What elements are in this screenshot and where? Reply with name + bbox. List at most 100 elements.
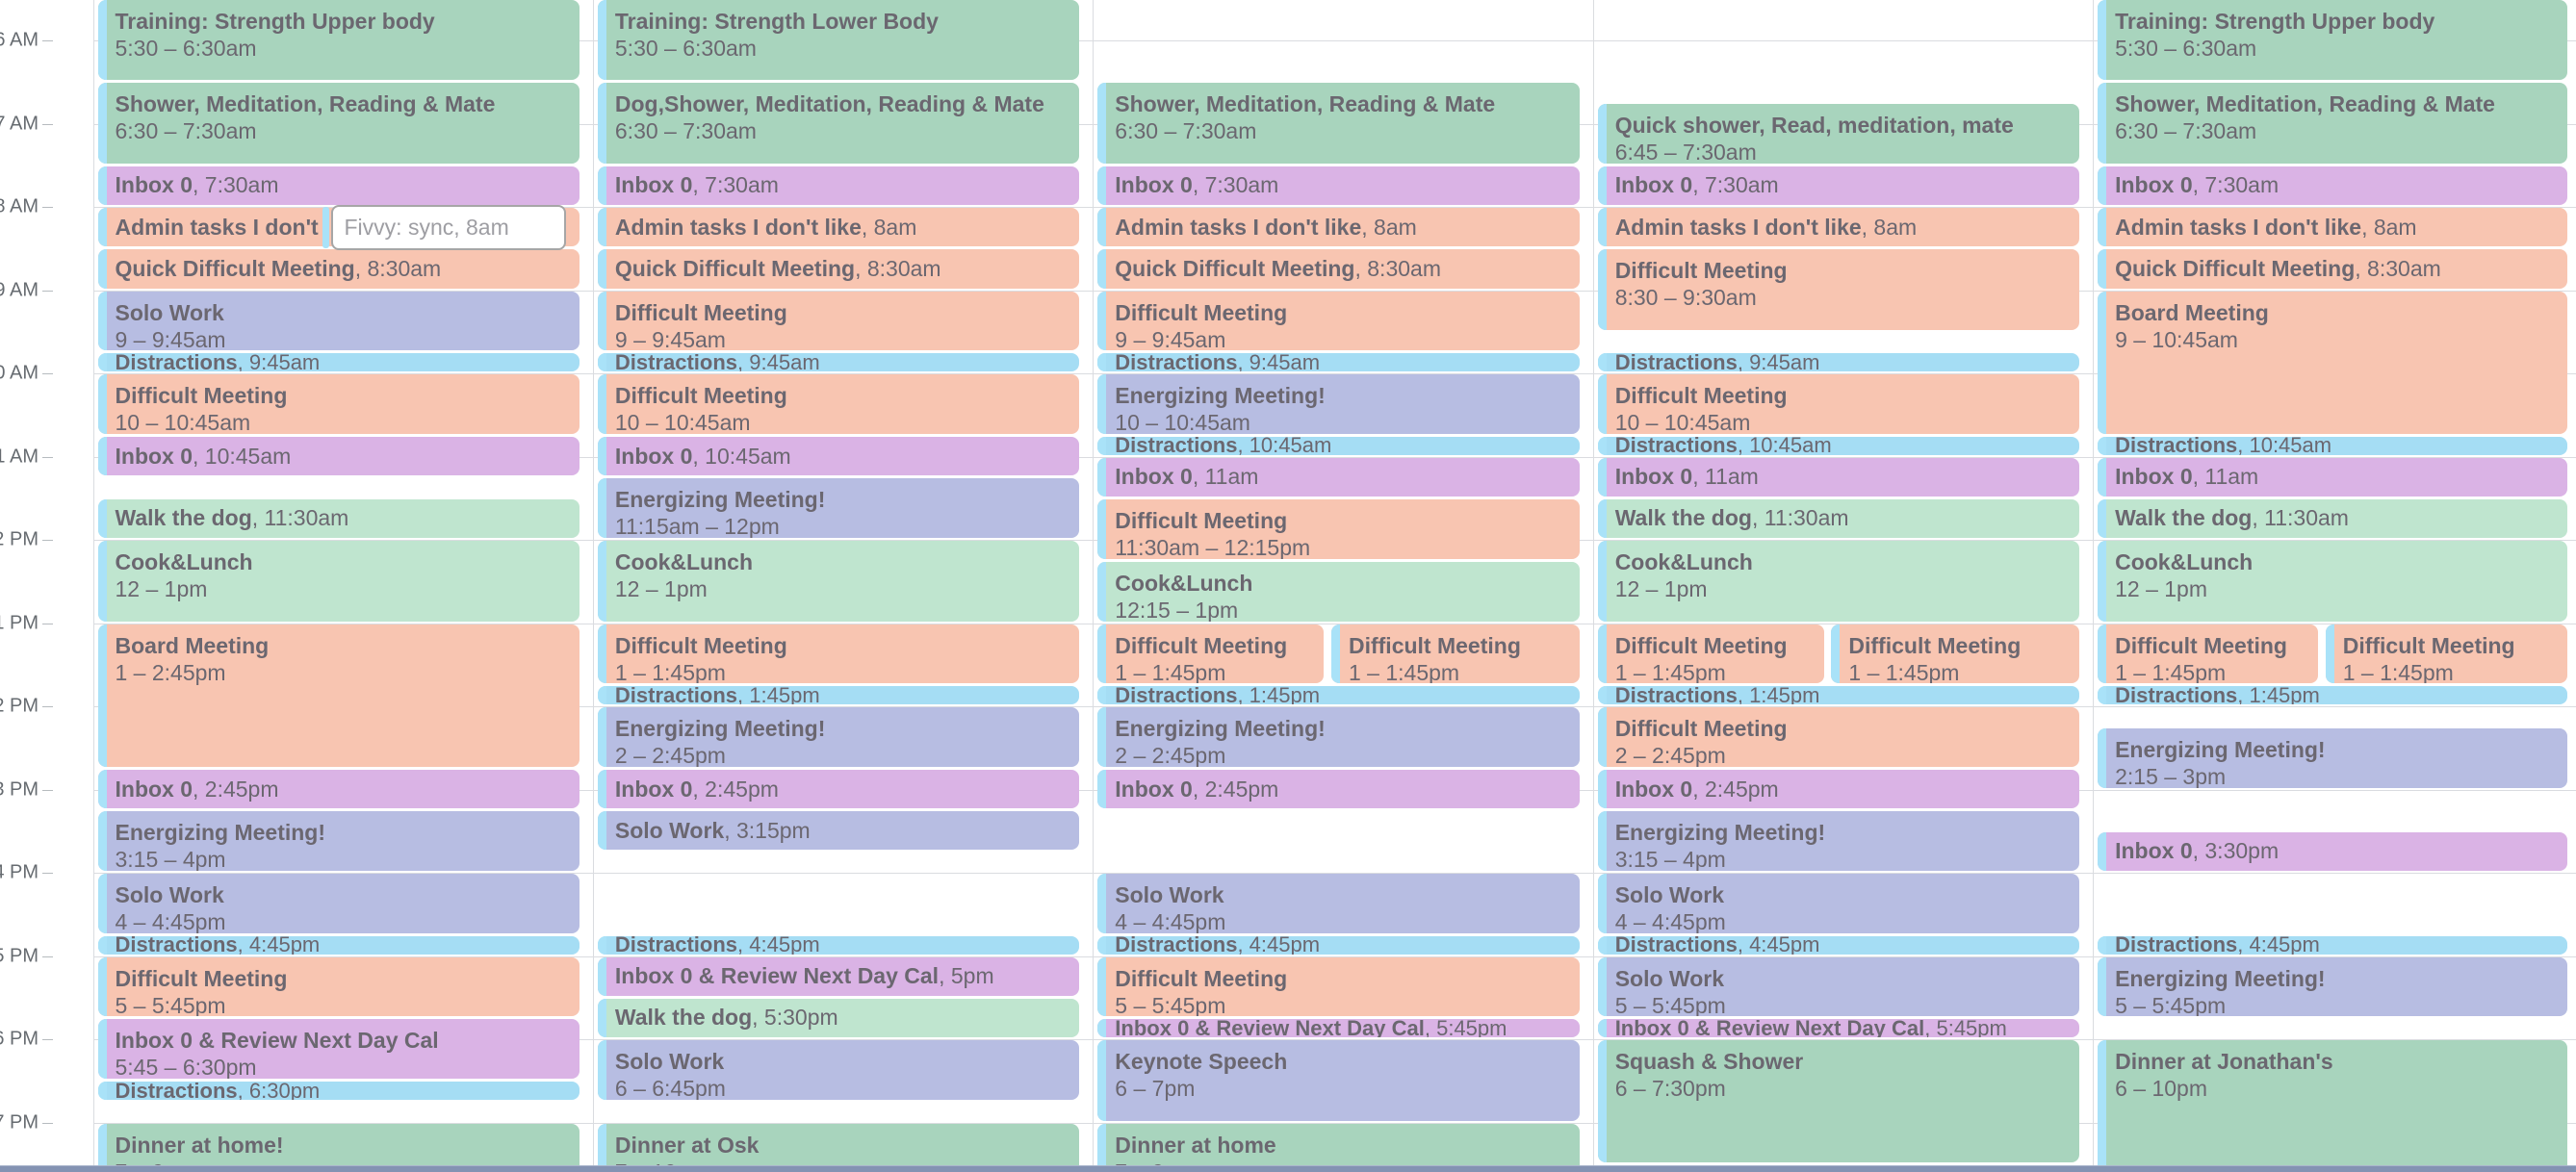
event-chip[interactable]: Dog,Shower, Meditation, Reading & Mate 6:…: [597, 83, 1080, 164]
event-chip[interactable]: Training: Strength Upper body 5:30 – 6:30…: [97, 0, 580, 81]
event-chip[interactable]: Difficult Meeting 8:30 – 9:30am: [1597, 249, 2080, 330]
event-chip[interactable]: Dinner at Jonathan's 6 – 10pm: [2098, 1040, 2567, 1172]
event-chip[interactable]: Solo Work 4 – 4:45pm: [1097, 874, 1580, 933]
event-chip[interactable]: Difficult Meeting 2 – 2:45pm: [1597, 707, 2080, 767]
event-chip[interactable]: Inbox 0, 10:45am: [597, 436, 1080, 476]
event-chip[interactable]: Quick Difficult Meeting, 8:30am: [1097, 249, 1580, 289]
event-chip[interactable]: Cook&Lunch 12 – 1pm: [1597, 541, 2080, 622]
event-chip[interactable]: Distractions, 9:45am: [1097, 353, 1580, 371]
event-chip[interactable]: Difficult Meeting 10 – 10:45am: [597, 374, 1080, 434]
event-chip[interactable]: Distractions, 1:45pm: [2098, 686, 2567, 704]
event-chip[interactable]: Walk the dog, 5:30pm: [597, 998, 1080, 1037]
fivvy-sync-input[interactable]: [330, 205, 566, 251]
event-chip[interactable]: Distractions, 6:30pm: [97, 1082, 580, 1100]
event-chip[interactable]: Inbox 0, 7:30am: [2098, 166, 2567, 205]
event-chip[interactable]: Board Meeting 1 – 2:45pm: [97, 624, 580, 767]
event-chip[interactable]: Difficult Meeting 1 – 1:45pm: [1597, 624, 1824, 684]
event-chip[interactable]: Energizing Meeting! 2:15 – 3pm: [2098, 727, 2567, 788]
event-chip[interactable]: Cook&Lunch 12 – 1pm: [2098, 541, 2567, 622]
event-chip[interactable]: Distractions, 10:45am: [1097, 436, 1580, 455]
event-chip[interactable]: Difficult Meeting 1 – 1:45pm: [1831, 624, 2080, 684]
event-chip[interactable]: Inbox 0, 2:45pm: [597, 769, 1080, 809]
event-chip[interactable]: Shower, Meditation, Reading & Mate 6:30 –…: [97, 83, 580, 164]
event-chip[interactable]: Distractions, 1:45pm: [597, 686, 1080, 704]
event-chip[interactable]: Admin tasks I don't like, 8am: [597, 208, 1080, 247]
event-chip[interactable]: Difficult Meeting 11:30am – 12:15pm: [1097, 498, 1580, 559]
event-chip[interactable]: Quick Difficult Meeting, 8:30am: [2098, 249, 2567, 289]
event-chip[interactable]: Difficult Meeting 5 – 5:45pm: [1097, 956, 1580, 1017]
event-chip[interactable]: Difficult Meeting 1 – 1:45pm: [2098, 624, 2319, 684]
event-chip[interactable]: Distractions, 9:45am: [597, 353, 1080, 371]
event-chip[interactable]: Inbox 0, 7:30am: [597, 166, 1080, 205]
event-chip[interactable]: Inbox 0, 7:30am: [97, 166, 580, 205]
event-chip[interactable]: Admin tasks I don't like, 8am: [1597, 208, 2080, 247]
event-chip[interactable]: Solo Work 5 – 5:45pm: [1597, 956, 2080, 1017]
event-chip[interactable]: Cook&Lunch 12:15 – 1pm: [1097, 561, 1580, 622]
event-chip[interactable]: Energizing Meeting! 3:15 – 4pm: [97, 811, 580, 871]
event-chip[interactable]: Difficult Meeting 10 – 10:45am: [97, 374, 580, 434]
event-chip[interactable]: Energizing Meeting! 10 – 10:45am: [1097, 374, 1580, 434]
event-chip[interactable]: Distractions, 9:45am: [97, 353, 580, 371]
event-chip[interactable]: Difficult Meeting 1 – 1:45pm: [1330, 624, 1580, 684]
event-chip[interactable]: Solo Work 4 – 4:45pm: [97, 874, 580, 933]
event-chip[interactable]: Solo Work 6 – 6:45pm: [597, 1040, 1080, 1100]
event-chip[interactable]: Admin tasks I don't like, 8am: [1097, 208, 1580, 247]
event-chip[interactable]: Inbox 0 & Review Next Day Cal, 5pm: [597, 956, 1080, 996]
event-chip[interactable]: Distractions, 10:45am: [2098, 436, 2567, 455]
event-chip[interactable]: Inbox 0, 2:45pm: [97, 769, 580, 809]
event-chip[interactable]: Energizing Meeting! 2 – 2:45pm: [1097, 707, 1580, 767]
event-chip[interactable]: Quick Difficult Meeting, 8:30am: [597, 249, 1080, 289]
event-chip[interactable]: Difficult Meeting 10 – 10:45am: [1597, 374, 2080, 434]
event-chip[interactable]: Walk the dog, 11:30am: [1597, 498, 2080, 538]
event-chip[interactable]: Inbox 0 & Review Next Day Cal 5:45 – 6:30…: [97, 1019, 580, 1080]
event-chip[interactable]: Inbox 0, 11am: [1097, 457, 1580, 497]
event-chip[interactable]: Inbox 0 & Review Next Day Cal, 5:45pm: [1097, 1019, 1580, 1037]
event-chip[interactable]: Board Meeting 9 – 10:45am: [2098, 291, 2567, 434]
event-chip[interactable]: Distractions, 10:45am: [1597, 436, 2080, 455]
event-chip[interactable]: Training: Strength Lower Body 5:30 – 6:30…: [597, 0, 1080, 81]
event-chip[interactable]: Training: Strength Upper body 5:30 – 6:30…: [2098, 0, 2567, 81]
event-chip[interactable]: Difficult Meeting 5 – 5:45pm: [97, 956, 580, 1017]
event-chip[interactable]: Inbox 0, 3:30pm: [2098, 831, 2567, 871]
horizontal-scrollbar[interactable]: [0, 1165, 2576, 1172]
event-chip[interactable]: Walk the dog, 11:30am: [2098, 498, 2567, 538]
event-chip[interactable]: Dinner at home7 – 9pm: [1097, 1123, 1580, 1172]
event-chip[interactable]: Cook&Lunch 12 – 1pm: [97, 541, 580, 622]
event-chip[interactable]: Inbox 0, 11am: [2098, 457, 2567, 497]
event-chip[interactable]: Distractions, 1:45pm: [1597, 686, 2080, 704]
event-chip[interactable]: Distractions, 1:45pm: [1097, 686, 1580, 704]
event-chip[interactable]: Difficult Meeting 9 – 9:45am: [597, 291, 1080, 351]
event-chip[interactable]: Inbox 0, 10:45am: [97, 436, 580, 476]
event-chip[interactable]: Difficult Meeting 1 – 1:45pm: [1097, 624, 1325, 684]
event-chip[interactable]: Inbox 0, 7:30am: [1597, 166, 2080, 205]
event-chip[interactable]: Shower, Meditation, Reading & Mate 6:30 –…: [1097, 83, 1580, 164]
event-chip[interactable]: Inbox 0, 2:45pm: [1097, 769, 1580, 809]
event-chip[interactable]: Distractions, 4:45pm: [2098, 935, 2567, 955]
event-chip[interactable]: Difficult Meeting 1 – 1:45pm: [2325, 624, 2567, 684]
event-chip[interactable]: Difficult Meeting 1 – 1:45pm: [597, 624, 1080, 684]
event-chip[interactable]: Distractions, 4:45pm: [1097, 935, 1580, 955]
event-chip[interactable]: Quick shower, Read, meditation, mate 6:45…: [1597, 103, 2080, 164]
event-chip[interactable]: Distractions, 9:45am: [1597, 353, 2080, 371]
event-chip[interactable]: Inbox 0 & Review Next Day Cal, 5:45pm: [1597, 1019, 2080, 1037]
event-chip[interactable]: Distractions, 4:45pm: [1597, 935, 2080, 955]
event-chip[interactable]: Solo Work 9 – 9:45am: [97, 291, 580, 351]
event-chip[interactable]: Solo Work 4 – 4:45pm: [1597, 874, 2080, 933]
event-chip[interactable]: Energizing Meeting! 5 – 5:45pm: [2098, 956, 2567, 1017]
event-chip[interactable]: Dinner at home!7 – 9pm: [97, 1123, 580, 1172]
event-chip[interactable]: Distractions, 4:45pm: [97, 935, 580, 955]
event-chip[interactable]: Energizing Meeting! 11:15am – 12pm: [597, 478, 1080, 538]
event-chip[interactable]: Inbox 0, 11am: [1597, 457, 2080, 497]
event-chip[interactable]: Walk the dog, 11:30am: [97, 498, 580, 538]
event-chip[interactable]: Keynote Speech 6 – 7pm: [1097, 1040, 1580, 1121]
event-chip[interactable]: Solo Work, 3:15pm: [597, 811, 1080, 851]
event-chip[interactable]: Squash & Shower 6 – 7:30pm: [1597, 1040, 2080, 1162]
event-chip[interactable]: Shower, Meditation, Reading & Mate 6:30 –…: [2098, 83, 2567, 164]
event-chip[interactable]: Distractions, 4:45pm: [597, 935, 1080, 955]
event-chip[interactable]: Cook&Lunch 12 – 1pm: [597, 541, 1080, 622]
event-chip[interactable]: Energizing Meeting! 3:15 – 4pm: [1597, 811, 2080, 871]
event-chip[interactable]: Energizing Meeting! 2 – 2:45pm: [597, 707, 1080, 767]
event-chip[interactable]: Quick Difficult Meeting, 8:30am: [97, 249, 580, 289]
event-chip[interactable]: Admin tasks I don't like, 8am: [2098, 208, 2567, 247]
event-chip[interactable]: Inbox 0, 2:45pm: [1597, 769, 2080, 809]
